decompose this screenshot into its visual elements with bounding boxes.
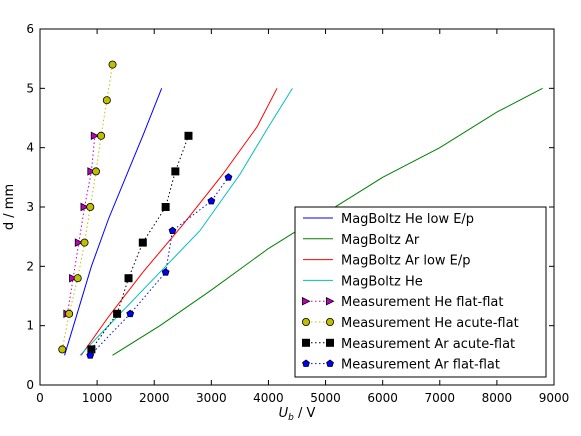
data-point (74, 238, 84, 247)
series-3 (79, 88, 293, 356)
data-point (126, 309, 135, 318)
data-point (87, 167, 96, 176)
data-point (80, 238, 89, 247)
legend: MagBoltz He low E/p MagBoltz Ar MagBoltz A… (294, 206, 547, 378)
series-0 (64, 88, 163, 356)
x-tick-label: 6000 (367, 391, 398, 405)
data-point (171, 167, 180, 176)
x-axis-label-main: U (279, 406, 289, 421)
series-line (80, 88, 278, 356)
data-point (69, 273, 78, 283)
x-tick-label: 0 (36, 391, 44, 405)
series-7 (86, 173, 233, 359)
data-point (138, 238, 147, 247)
series-line (64, 88, 163, 356)
y-tick-label: 0 (26, 378, 34, 392)
data-point (80, 202, 90, 212)
series-5 (58, 60, 117, 354)
legend-label: Measurement He acute-flat (341, 316, 519, 331)
data-point (207, 196, 216, 205)
legend-label: Measurement He flat-flat (341, 295, 503, 310)
legend-box (294, 206, 547, 378)
data-point (224, 173, 233, 181)
data-point (113, 309, 122, 318)
legend-label: Measurement Ar flat-flat (341, 358, 500, 373)
series-line (89, 177, 229, 356)
data-point (58, 345, 67, 354)
x-axis-label-tail: / V (294, 406, 316, 421)
series-4 (63, 131, 100, 319)
data-point (102, 96, 111, 105)
x-axis-label-sub: b (288, 413, 294, 423)
x-axis-label: Ub / V (279, 406, 316, 423)
x-tick-label: 1000 (82, 391, 113, 405)
data-point (73, 274, 82, 283)
x-tick-label: 9000 (539, 391, 570, 405)
data-point (124, 274, 133, 283)
legend-label: MagBoltz He (341, 274, 423, 289)
axes-layer: 0 1000 2000 3000 4000 5000 6000 7000 8000 9000 0 1 2… (26, 22, 569, 405)
y-tick-label: 6 (26, 22, 34, 36)
legend-swatch-marker (302, 359, 310, 367)
series-6 (87, 131, 193, 354)
legend-swatch-marker (301, 296, 311, 306)
data-point (86, 351, 95, 359)
x-tick-label: 3000 (196, 391, 227, 405)
legend-label: MagBoltz Ar low E/p (341, 254, 471, 269)
legend-swatch-marker (325, 296, 335, 306)
x-tick-label: 5000 (310, 391, 341, 405)
data-point (91, 167, 100, 176)
legend-swatch-marker (325, 338, 334, 347)
data-point (108, 60, 117, 69)
data-point (184, 131, 193, 140)
legend-swatch-marker (301, 317, 310, 326)
series-line (79, 88, 293, 356)
x-tick-label: 7000 (425, 391, 456, 405)
y-axis-label: d / mm (2, 184, 17, 230)
x-tick-label: 2000 (139, 391, 170, 405)
data-point (161, 268, 170, 276)
data-point (161, 202, 170, 211)
x-tick-label: 8000 (482, 391, 513, 405)
series-2 (80, 88, 278, 356)
legend-swatch-marker (325, 317, 334, 326)
legend-label: MagBoltz Ar (341, 233, 420, 248)
legend-label: Measurement Ar acute-flat (341, 337, 515, 352)
y-tick-label: 1 (26, 319, 34, 333)
legend-label: MagBoltz He low E/p (341, 212, 474, 227)
series-line (66, 135, 96, 314)
y-tick-label: 3 (26, 200, 34, 214)
data-point (97, 131, 106, 140)
data-point (90, 131, 100, 141)
data-point (86, 202, 95, 211)
legend-swatch-marker (326, 359, 334, 367)
legend-swatch-marker (301, 338, 310, 347)
y-tick-label: 4 (26, 141, 34, 155)
data-point (168, 226, 177, 235)
data-point (65, 309, 74, 318)
y-tick-label: 2 (26, 259, 34, 273)
series-layer (58, 60, 543, 359)
y-tick-label: 5 (26, 81, 34, 95)
x-tick-label: 4000 (253, 391, 284, 405)
